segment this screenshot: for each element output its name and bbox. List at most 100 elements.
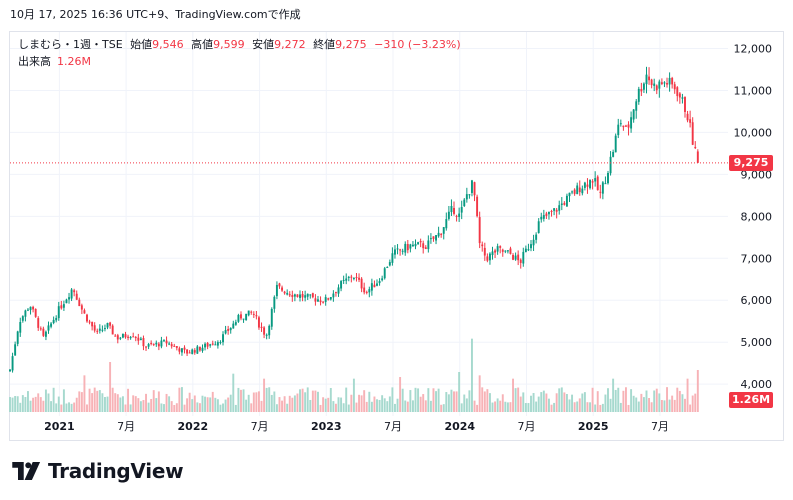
candle-body: [70, 289, 73, 299]
volume-bar: [44, 389, 47, 412]
volume-bar: [14, 396, 17, 412]
volume-bar: [488, 393, 491, 412]
candle-body: [409, 244, 412, 249]
symbol-label[interactable]: しまむら・1週・TSE: [18, 38, 123, 51]
volume-bar: [642, 397, 645, 412]
volume-bar: [91, 393, 94, 412]
candle-body: [186, 349, 189, 354]
volume-bar: [157, 391, 160, 412]
candle-body: [127, 336, 130, 338]
candle-body: [542, 215, 545, 219]
open-label: 始値: [130, 38, 153, 51]
candle-body: [460, 207, 463, 213]
volume-bar: [432, 388, 435, 412]
volume-bar: [263, 378, 266, 412]
candle-body: [501, 249, 504, 252]
volume-bar: [299, 389, 301, 412]
candlesticks: [9, 66, 699, 373]
volume-bar: [198, 403, 201, 412]
volume-bar: [16, 396, 19, 412]
candle-body: [399, 249, 402, 251]
candle-body: [414, 243, 417, 247]
candle-body: [65, 299, 68, 304]
tradingview-logo[interactable]: TradingView: [12, 458, 184, 484]
volume-bar: [83, 375, 86, 412]
candle-body: [232, 323, 235, 329]
volume-bar: [204, 396, 207, 412]
volume-bar: [422, 394, 425, 412]
volume-bar: [409, 390, 412, 412]
candle-body: [73, 290, 76, 293]
candle-body: [75, 293, 78, 300]
volume-bar: [601, 403, 604, 412]
volume-bar: [376, 399, 378, 412]
volume-bar: [514, 388, 517, 412]
candle-body: [347, 276, 350, 278]
candle-body: [304, 295, 307, 298]
candle-body: [599, 191, 602, 193]
candle-body: [601, 182, 604, 194]
volume-bar: [453, 391, 455, 412]
candle-body: [198, 346, 201, 351]
volume-bar: [57, 396, 60, 412]
candle-body: [52, 319, 55, 323]
candle-body: [548, 211, 550, 215]
snapshot-caption: 10月 17, 2025 16:36 UTC+9、TradingView.com…: [10, 8, 301, 21]
volume-bar: [596, 391, 599, 412]
candle-body: [83, 310, 86, 314]
volume-bar: [124, 404, 127, 412]
price-tick-label: 12,000: [734, 42, 773, 55]
candle-body: [240, 314, 242, 319]
candle-body: [306, 293, 309, 297]
candle-body: [101, 329, 104, 331]
volume-bar: [558, 388, 561, 412]
volume-bar: [545, 393, 548, 412]
candle-body: [91, 322, 94, 327]
tradingview-logo-icon: [12, 462, 41, 480]
candle-body: [163, 340, 165, 342]
candle-body: [96, 330, 99, 332]
candle-body: [106, 322, 109, 328]
price-tick-label: 9,000: [741, 168, 773, 181]
close-label: 終値: [313, 38, 336, 51]
volume-bar: [178, 387, 181, 412]
high-label: 高値: [191, 38, 214, 51]
volume-bar: [152, 390, 155, 412]
candle-body: [42, 328, 45, 336]
time-tick-label: 2022: [178, 420, 209, 433]
candle-body: [565, 195, 568, 207]
candle-body: [327, 298, 330, 300]
volume-bar: [68, 402, 70, 412]
volume-bar: [627, 404, 630, 412]
volume-bar: [350, 394, 353, 412]
volume-bar: [139, 401, 142, 412]
candle-body: [568, 192, 571, 197]
candle-body: [424, 247, 427, 250]
volume-bar: [473, 400, 476, 412]
candle-body: [406, 244, 409, 251]
volume-bar: [684, 398, 686, 412]
candle-body: [319, 300, 322, 303]
volume-bar: [342, 403, 345, 412]
volume-bar: [224, 399, 227, 412]
volume-bar: [442, 404, 445, 412]
candle-body: [80, 305, 83, 310]
candle-body: [632, 109, 635, 120]
volume-bar: [519, 396, 522, 412]
volume-bar: [257, 391, 260, 412]
volume-bar: [106, 396, 109, 412]
volume-bar: [37, 393, 40, 412]
volume-bar: [530, 395, 532, 412]
volume-bar: [322, 397, 325, 412]
volume-bar: [227, 397, 230, 412]
candle-body: [530, 244, 532, 249]
volume-label[interactable]: 出来高: [18, 55, 51, 68]
time-tick-label: 2024: [444, 420, 475, 433]
volume-bar: [553, 402, 556, 412]
volume-bar: [668, 399, 671, 412]
candle-body: [404, 243, 407, 253]
volume-bar: [145, 393, 147, 412]
candle-body: [9, 369, 11, 372]
volume-bar: [114, 393, 117, 412]
